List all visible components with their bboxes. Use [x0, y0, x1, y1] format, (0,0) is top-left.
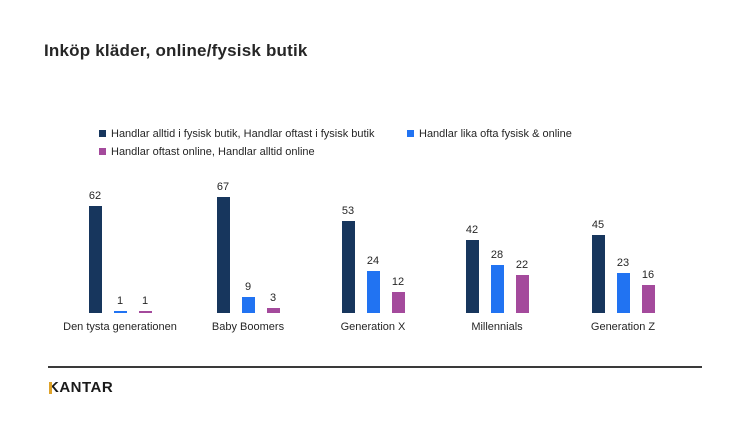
kantar-logo: KANTAR: [48, 380, 113, 395]
bar: [88, 206, 102, 313]
bar: [465, 240, 479, 313]
bar: [341, 221, 355, 313]
value-label: 45: [591, 219, 605, 231]
logo-text: KANTAR: [48, 379, 114, 396]
category-label: Millennials: [471, 321, 523, 333]
value-label: 23: [616, 257, 630, 269]
bar: [641, 285, 655, 313]
bar: [266, 308, 280, 313]
footer-divider: [48, 366, 702, 368]
value-label: 3: [269, 292, 277, 304]
bar: [366, 271, 380, 313]
value-label: 1: [116, 295, 124, 307]
bar: [616, 273, 630, 313]
value-label: 67: [216, 181, 230, 193]
value-label: 1: [141, 295, 149, 307]
bar: [490, 265, 504, 313]
bar: [391, 292, 405, 313]
value-label: 24: [366, 255, 380, 267]
bar: [216, 197, 230, 313]
logo-accent-bar: [48, 382, 52, 394]
value-label: 53: [341, 205, 355, 217]
bar: [591, 235, 605, 313]
bar: [515, 275, 529, 313]
category-label: Generation X: [340, 321, 406, 333]
value-label: 28: [490, 249, 504, 261]
value-label: 12: [391, 276, 405, 288]
bar: [113, 311, 127, 313]
bar: [138, 311, 152, 313]
value-label: 42: [465, 224, 479, 236]
category-label: Den tysta generationen: [63, 321, 177, 333]
value-label: 62: [88, 190, 102, 202]
value-label: 9: [244, 281, 252, 293]
category-label: Generation Z: [590, 321, 656, 333]
value-label: 22: [515, 259, 529, 271]
page-title: Inköp kläder, online/fysisk butik: [44, 41, 308, 60]
value-label: 16: [641, 269, 655, 281]
bar: [241, 297, 255, 313]
category-label: Baby Boomers: [211, 321, 285, 333]
